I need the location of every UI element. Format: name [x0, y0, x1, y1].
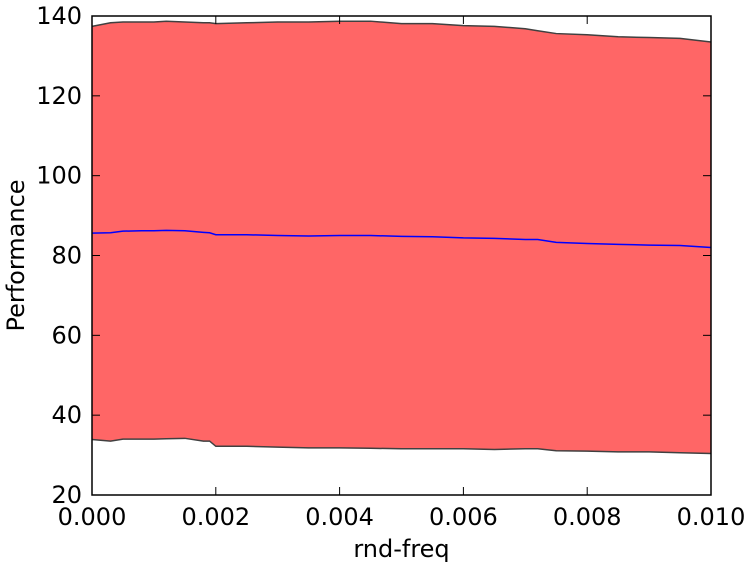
x-tick-label: 0.006	[429, 503, 498, 531]
y-tick-label: 100	[36, 162, 82, 190]
y-tick-label: 40	[51, 401, 82, 429]
x-tick-label: 0.010	[677, 503, 746, 531]
series-line	[91, 229, 712, 249]
y-axis-label: Performance	[2, 179, 30, 331]
axes: 0.000 0.002 0.004 0.006 0.008 0.010 20 40 60 80 10…	[36, 2, 745, 531]
y-tick-label: 60	[51, 321, 82, 349]
series-band	[92, 21, 711, 454]
plot-area	[91, 20, 712, 455]
x-tick-label: 0.004	[305, 503, 374, 531]
x-axis-label: rnd-freq	[353, 535, 449, 563]
band-lower-edge	[91, 437, 712, 455]
x-tick-label: 0.008	[553, 503, 622, 531]
y-tick-label: 120	[36, 82, 82, 110]
y-tick-label: 140	[36, 2, 82, 30]
y-tick-label: 20	[51, 481, 82, 509]
x-tick-label: 0.002	[181, 503, 250, 531]
x-tick-label: 0.000	[58, 503, 127, 531]
y-tick-label: 80	[51, 242, 82, 270]
